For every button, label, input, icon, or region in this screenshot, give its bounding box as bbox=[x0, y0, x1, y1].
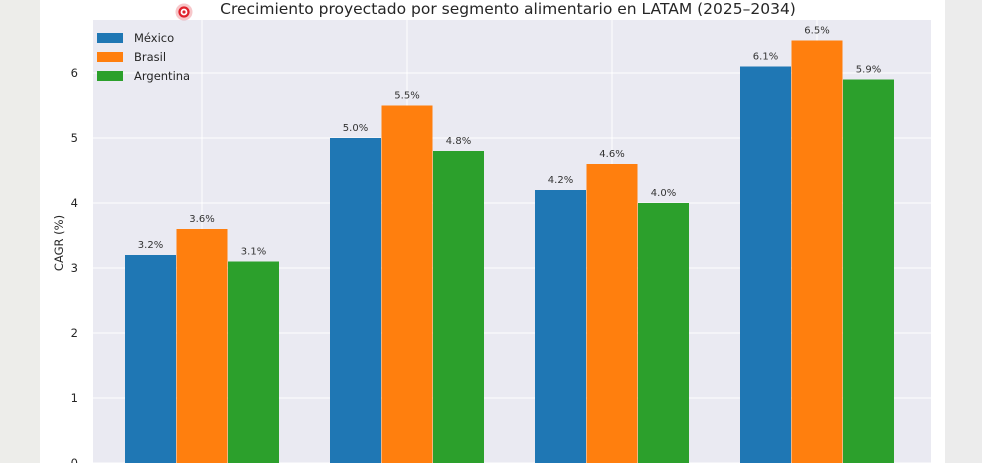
cursor-indicator bbox=[175, 3, 193, 21]
cursor-dot bbox=[182, 10, 186, 14]
y-tick-label: 0 bbox=[71, 456, 78, 463]
y-tick-label: 2 bbox=[71, 326, 78, 340]
data-label: 4.6% bbox=[599, 149, 624, 160]
y-tick-label: 5 bbox=[71, 131, 78, 145]
data-label: 5.9% bbox=[856, 65, 881, 76]
y-tick-label: 1 bbox=[71, 391, 78, 405]
bar-brasil-2 bbox=[586, 164, 638, 463]
bar-argentina-3 bbox=[843, 79, 894, 463]
legend: México Brasil Argentina bbox=[97, 31, 190, 83]
bar-mxico-2 bbox=[535, 190, 586, 463]
cursor-outer-ring bbox=[175, 3, 193, 21]
data-label: 5.0% bbox=[343, 123, 368, 134]
y-tick-label: 4 bbox=[71, 196, 78, 210]
bars bbox=[125, 40, 894, 463]
bar-mxico-1 bbox=[330, 138, 381, 463]
legend-label: Argentina bbox=[134, 69, 190, 83]
bar-argentina-0 bbox=[228, 261, 279, 463]
bar-mxico-3 bbox=[740, 66, 791, 463]
legend-swatch bbox=[97, 33, 123, 43]
data-label: 5.5% bbox=[394, 91, 419, 102]
legend-swatch bbox=[97, 52, 123, 62]
data-label: 3.2% bbox=[138, 240, 163, 251]
bar-brasil-1 bbox=[381, 105, 433, 463]
bar-argentina-2 bbox=[638, 203, 689, 463]
data-label: 4.0% bbox=[651, 188, 676, 199]
legend-swatch bbox=[97, 71, 123, 81]
data-labels: 3.2% 5.0% 4.2% 6.1% 3.6% 5.5% 4.6% 6.5% 3.1% 4.8%… bbox=[138, 26, 881, 258]
data-label: 3.6% bbox=[189, 214, 214, 225]
data-label: 3.1% bbox=[241, 247, 266, 258]
bar-argentina-1 bbox=[433, 151, 484, 463]
side-strip bbox=[945, 0, 982, 463]
y-axis-ticks: 0 1 2 3 4 5 6 bbox=[71, 66, 78, 463]
y-axis-label: CAGR (%) bbox=[52, 215, 66, 271]
data-label: 4.2% bbox=[548, 175, 573, 186]
data-label: 4.8% bbox=[446, 136, 471, 147]
data-label: 6.5% bbox=[804, 26, 829, 37]
bar-brasil-0 bbox=[176, 229, 228, 463]
legend-label: México bbox=[134, 31, 174, 45]
legend-label: Brasil bbox=[134, 50, 166, 64]
bar-brasil-3 bbox=[791, 40, 843, 463]
bar-mxico-0 bbox=[125, 255, 176, 463]
y-tick-label: 3 bbox=[71, 261, 78, 275]
y-tick-label: 6 bbox=[71, 66, 78, 80]
data-label: 6.1% bbox=[753, 52, 778, 63]
chart-title: Crecimiento proyectado por segmento alim… bbox=[220, 0, 796, 18]
